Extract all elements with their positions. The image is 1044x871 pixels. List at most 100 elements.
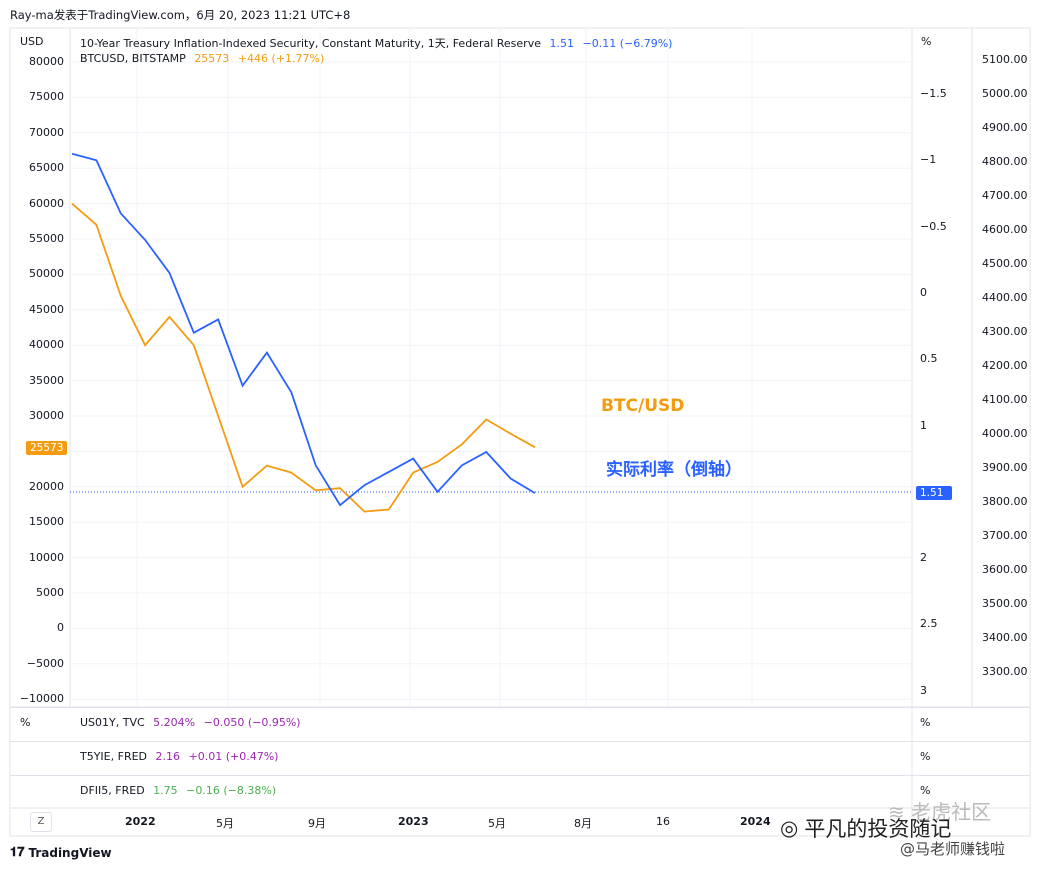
right-axis-tick-label: 3700.00	[982, 529, 1028, 542]
sub-pane-unit-right: %	[920, 750, 931, 763]
time-axis-tick-label: 2022	[125, 815, 156, 828]
left-axis-tick-label: 65000	[29, 161, 64, 175]
right-axis-tick-label: 4100.00	[982, 393, 1028, 406]
right-axis-tick-label: 3600.00	[982, 563, 1028, 576]
sub-pane-us01y[interactable]: % US01Y, TVC 5.204% −0.050 (−0.95%) %	[10, 707, 1030, 741]
sub-pane-unit-right: %	[920, 716, 931, 729]
sub-pane-change: −0.16 (−8.38%)	[186, 784, 277, 797]
sub-pane-name: DFII5, FRED	[80, 784, 145, 797]
sub-pane-dfii5[interactable]: DFII5, FRED 1.75 −0.16 (−8.38%) %	[10, 775, 1030, 809]
left-axis-tick-label: −5000	[26, 656, 64, 670]
watermark-tiger: ≋ 老虎社区	[888, 800, 992, 824]
left-axis-tick-label: 40000	[29, 338, 64, 352]
right-axis-tick-label: 4900.00	[982, 121, 1028, 134]
mid-axis-tick-label: −1	[920, 153, 937, 167]
legend-rate-name: 10-Year Treasury Inflation-Indexed Secur…	[80, 37, 541, 50]
time-axis-tick-label: 5月	[216, 817, 234, 830]
sub-pane-name: US01Y, TVC	[80, 716, 145, 729]
left-axis-tick-label: −10000	[19, 692, 64, 706]
sub-pane-legend: T5YIE, FRED 2.16 +0.01 (+0.47%)	[80, 750, 283, 763]
sub-pane-t5yie[interactable]: T5YIE, FRED 2.16 +0.01 (+0.47%) %	[10, 741, 1030, 775]
right-axis-tick-label: 5100.00	[982, 53, 1028, 66]
legend-rate[interactable]: 10-Year Treasury Inflation-Indexed Secur…	[80, 35, 677, 51]
mid-axis-tick-label: 0.5	[920, 352, 938, 366]
rate-series-line	[71, 152, 536, 507]
mid-axis-tick-label: 1	[920, 418, 927, 432]
left-axis-tick-label: 20000	[29, 479, 64, 493]
sub-pane-legend: DFII5, FRED 1.75 −0.16 (−8.38%)	[80, 784, 281, 797]
mid-axis-tick-label: 0	[920, 285, 927, 299]
mid-axis-tick-label: −0.5	[920, 219, 947, 233]
rate-last-price-tag: 1.51	[916, 486, 952, 500]
mid-axis-tick-label: −1.5	[920, 87, 947, 100]
watermark-handle: @马老师赚钱啦	[900, 840, 1006, 858]
left-axis-unit: USD	[20, 35, 44, 48]
sub-pane-unit-left: %	[20, 716, 31, 729]
legend-rate-value: 1.51	[549, 37, 574, 50]
left-axis-tick-label: 70000	[29, 125, 64, 139]
left-axis-tick-label: 5000	[36, 586, 64, 599]
left-axis-tick-label: 75000	[29, 90, 64, 104]
sub-pane-change: +0.01 (+0.47%)	[188, 750, 279, 763]
wechat-icon: ◎	[780, 816, 799, 840]
sub-pane-legend: US01Y, TVC 5.204% −0.050 (−0.95%)	[80, 716, 306, 729]
right-axis-tick-label: 3900.00	[982, 461, 1028, 474]
right-axis-tick-label: 4200.00	[982, 359, 1028, 372]
time-axis-tick-label: 2023	[398, 815, 429, 828]
time-axis-tick-label: 9月	[308, 817, 326, 830]
left-axis-tick-label: 10000	[29, 550, 64, 564]
left-axis-tick-label: 0	[57, 621, 64, 635]
tradingview-logo[interactable]: 𝟏𝟕 TradingView	[10, 845, 112, 860]
right-axis-tick-label: 3800.00	[982, 495, 1028, 508]
btc-series-line	[71, 202, 536, 513]
btc-annotation: BTC/USD	[601, 396, 685, 416]
mid-axis-tick-label: 3	[920, 683, 927, 697]
right-axis-tick-label: 4500.00	[982, 257, 1028, 270]
right-axis-tick-label: 4400.00	[982, 291, 1028, 304]
grid	[70, 28, 912, 707]
time-axis-tick-label: 8月	[574, 817, 592, 830]
tradingview-logo-text: TradingView	[28, 845, 112, 860]
zoom-reset-button[interactable]: Z	[30, 812, 52, 832]
left-axis-tick-label: 60000	[29, 196, 64, 210]
left-axis-tick-label: 55000	[29, 232, 64, 245]
mid-axis-unit: %	[921, 35, 932, 48]
rate-annotation: 实际利率（倒轴）	[606, 460, 742, 480]
watermark-account-text: 平凡的投资随记	[804, 817, 952, 841]
time-axis-tick-label: 2024	[740, 815, 771, 828]
left-axis-tick-label: 15000	[29, 515, 64, 529]
sub-pane-change: −0.050 (−0.95%)	[203, 716, 301, 729]
right-axis-tick-label: 4600.00	[982, 223, 1028, 236]
time-axis-tick-label: 16	[656, 815, 670, 828]
legend-btc-value: 25573	[194, 52, 230, 65]
left-axis-tick-label: 80000	[29, 55, 64, 68]
right-axis-tick-label: 3500.00	[982, 597, 1028, 610]
left-axis-tick-label: 35000	[29, 373, 64, 387]
right-axis-tick-label: 4300.00	[982, 325, 1028, 338]
right-axis-tick-label: 4700.00	[982, 189, 1028, 202]
right-axis-tick-label: 5000.00	[982, 87, 1028, 100]
mid-axis-tick-label: 2.5	[920, 617, 938, 631]
time-axis-tick-label: 5月	[488, 817, 506, 830]
tradingview-logo-icon: 𝟏𝟕	[10, 845, 25, 860]
sub-pane-value: 5.204%	[153, 716, 196, 729]
left-axis-tick-label: 50000	[29, 267, 64, 281]
chart-frame	[9, 27, 1031, 837]
mid-axis-tick-label: 2	[920, 551, 927, 565]
right-axis-tick-label: 4800.00	[982, 155, 1028, 168]
btc-last-price-tag: 25573	[26, 441, 68, 455]
sub-pane-value: 2.16	[155, 750, 181, 763]
right-axis-tick-label: 3300.00	[982, 665, 1028, 678]
right-axis-tick-label: 4000.00	[982, 427, 1028, 440]
left-axis-tick-label: 30000	[29, 409, 64, 422]
legend-btc-name: BTCUSD, BITSTAMP	[80, 52, 186, 65]
sub-pane-value: 1.75	[153, 784, 178, 797]
legend-rate-change: −0.11 (−6.79%)	[582, 37, 673, 50]
sub-pane-unit-right: %	[920, 784, 931, 797]
sub-pane-name: T5YIE, FRED	[80, 750, 148, 763]
chart-header: Ray-ma发表于TradingView.com，6月 20, 2023 11:…	[10, 8, 351, 22]
right-axis-tick-label: 3400.00	[982, 631, 1028, 644]
watermark-account: ◎ 平凡的投资随记	[780, 813, 951, 843]
legend-btc[interactable]: BTCUSD, BITSTAMP 25573 +446 (+1.77%)	[80, 52, 329, 65]
